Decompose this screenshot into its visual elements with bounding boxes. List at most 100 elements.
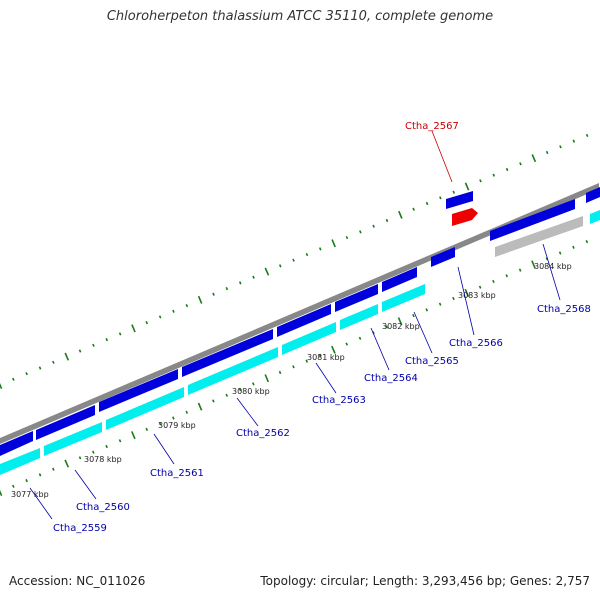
gene-label[interactable]: Ctha_2559 <box>53 523 107 534</box>
scale-tick <box>197 402 203 411</box>
gene-feature <box>431 247 455 267</box>
scale-tick <box>225 393 229 397</box>
scale-tick <box>358 336 362 340</box>
scale-tick <box>158 422 162 426</box>
scale-tick <box>238 387 242 392</box>
cds-feature <box>44 422 102 456</box>
scale-tick <box>145 427 149 432</box>
cds-feature <box>340 304 378 330</box>
scale-tick <box>519 162 522 166</box>
scale-tick <box>397 317 403 326</box>
scale-tick <box>292 365 295 369</box>
scale-tick <box>558 251 562 255</box>
gene-label[interactable]: Ctha_2560 <box>76 502 130 513</box>
scale-tick <box>131 324 136 333</box>
scale-tick <box>118 439 122 443</box>
gene-label[interactable]: Ctha_2563 <box>312 395 366 406</box>
gene-label-leader <box>315 362 337 394</box>
scale-tick <box>25 372 28 376</box>
gene-label[interactable]: Ctha_2566 <box>449 338 503 349</box>
scale-tick <box>118 332 122 336</box>
gene-feature <box>446 191 473 209</box>
scale-tick <box>545 257 549 261</box>
pseudo-gene-feature <box>495 216 583 257</box>
scale-tick <box>372 224 375 228</box>
gene-feature <box>182 329 273 377</box>
scale-tick <box>252 275 255 279</box>
scale-tick <box>438 302 442 306</box>
scale-tick <box>131 431 136 440</box>
scale-tick <box>318 247 322 251</box>
scale-tick <box>478 285 482 289</box>
scale-label: 3077 kbp <box>11 490 49 499</box>
scale-label: 3079 kbp <box>158 421 196 430</box>
gene-feature <box>586 187 600 203</box>
scale-tick <box>264 374 270 383</box>
scale-tick <box>585 133 589 138</box>
gene-feature <box>490 199 575 241</box>
scale-label: 3078 kbp <box>84 455 122 464</box>
scale-tick <box>212 292 215 296</box>
gene-label[interactable]: Ctha_2561 <box>150 468 204 479</box>
accession-text: Accession: NC_011026 <box>9 574 146 588</box>
scale-tick <box>452 296 455 301</box>
scale-tick <box>559 145 562 149</box>
scale-tick <box>464 288 470 297</box>
gene-feature <box>99 369 178 412</box>
gene-label[interactable]: Ctha_2562 <box>236 428 290 439</box>
cds-feature <box>282 322 336 355</box>
scale-tick <box>172 416 175 420</box>
scale-tick <box>412 313 415 318</box>
scale-tick <box>492 173 496 177</box>
highlight-gene-feature <box>452 208 478 226</box>
gene-label[interactable]: Ctha_2568 <box>537 304 591 315</box>
gene-label-leader <box>29 487 53 520</box>
gene-label-leader <box>236 397 259 427</box>
gene-label[interactable]: Ctha_2565 <box>405 356 459 367</box>
scale-tick <box>38 473 42 477</box>
scale-label: 3083 kbp <box>458 291 496 300</box>
gene-label-leader <box>153 433 175 465</box>
highlight-label-leader <box>431 130 453 183</box>
scale-tick <box>292 258 295 262</box>
scale-tick <box>185 410 189 414</box>
highlight-gene-label[interactable]: Ctha_2567 <box>405 121 459 132</box>
gene-feature <box>36 405 95 440</box>
scale-tick <box>105 337 109 342</box>
scale-tick <box>172 309 175 313</box>
scale-label: 3080 kbp <box>232 387 270 396</box>
scale-tick <box>305 359 309 363</box>
scale-tick <box>359 230 362 234</box>
scale-tick <box>412 207 415 211</box>
scale-tick <box>518 268 522 272</box>
scale-tick <box>264 267 270 276</box>
gene-label-leader <box>413 311 433 354</box>
scale-tick <box>0 489 3 497</box>
gene-label-leader <box>542 243 561 301</box>
scale-tick <box>345 342 349 346</box>
scale-tick <box>479 179 482 183</box>
scale-tick <box>38 366 42 370</box>
scale-tick <box>425 308 429 312</box>
gene-label-leader <box>370 327 390 371</box>
scale-tick <box>78 349 82 353</box>
scale-tick <box>385 325 389 329</box>
scale-tick <box>105 444 108 449</box>
scale-label: 3084 kbp <box>534 262 572 271</box>
scale-tick <box>492 279 495 284</box>
scale-tick <box>572 245 575 249</box>
scale-tick <box>505 167 509 172</box>
cds-feature <box>106 387 184 430</box>
gene-label[interactable]: Ctha_2564 <box>364 373 418 384</box>
scale-tick <box>385 218 389 223</box>
gene-label-leader <box>457 266 475 336</box>
scale-tick <box>278 264 282 268</box>
scale-tick <box>505 274 509 278</box>
scale-tick <box>345 235 349 240</box>
cds-feature <box>382 284 425 312</box>
scale-tick <box>305 252 309 257</box>
genome-summary-text: Topology: circular; Length: 3,293,456 bp… <box>260 574 590 588</box>
scale-tick <box>197 295 203 304</box>
scale-tick <box>64 352 70 361</box>
scale-tick <box>0 382 3 390</box>
